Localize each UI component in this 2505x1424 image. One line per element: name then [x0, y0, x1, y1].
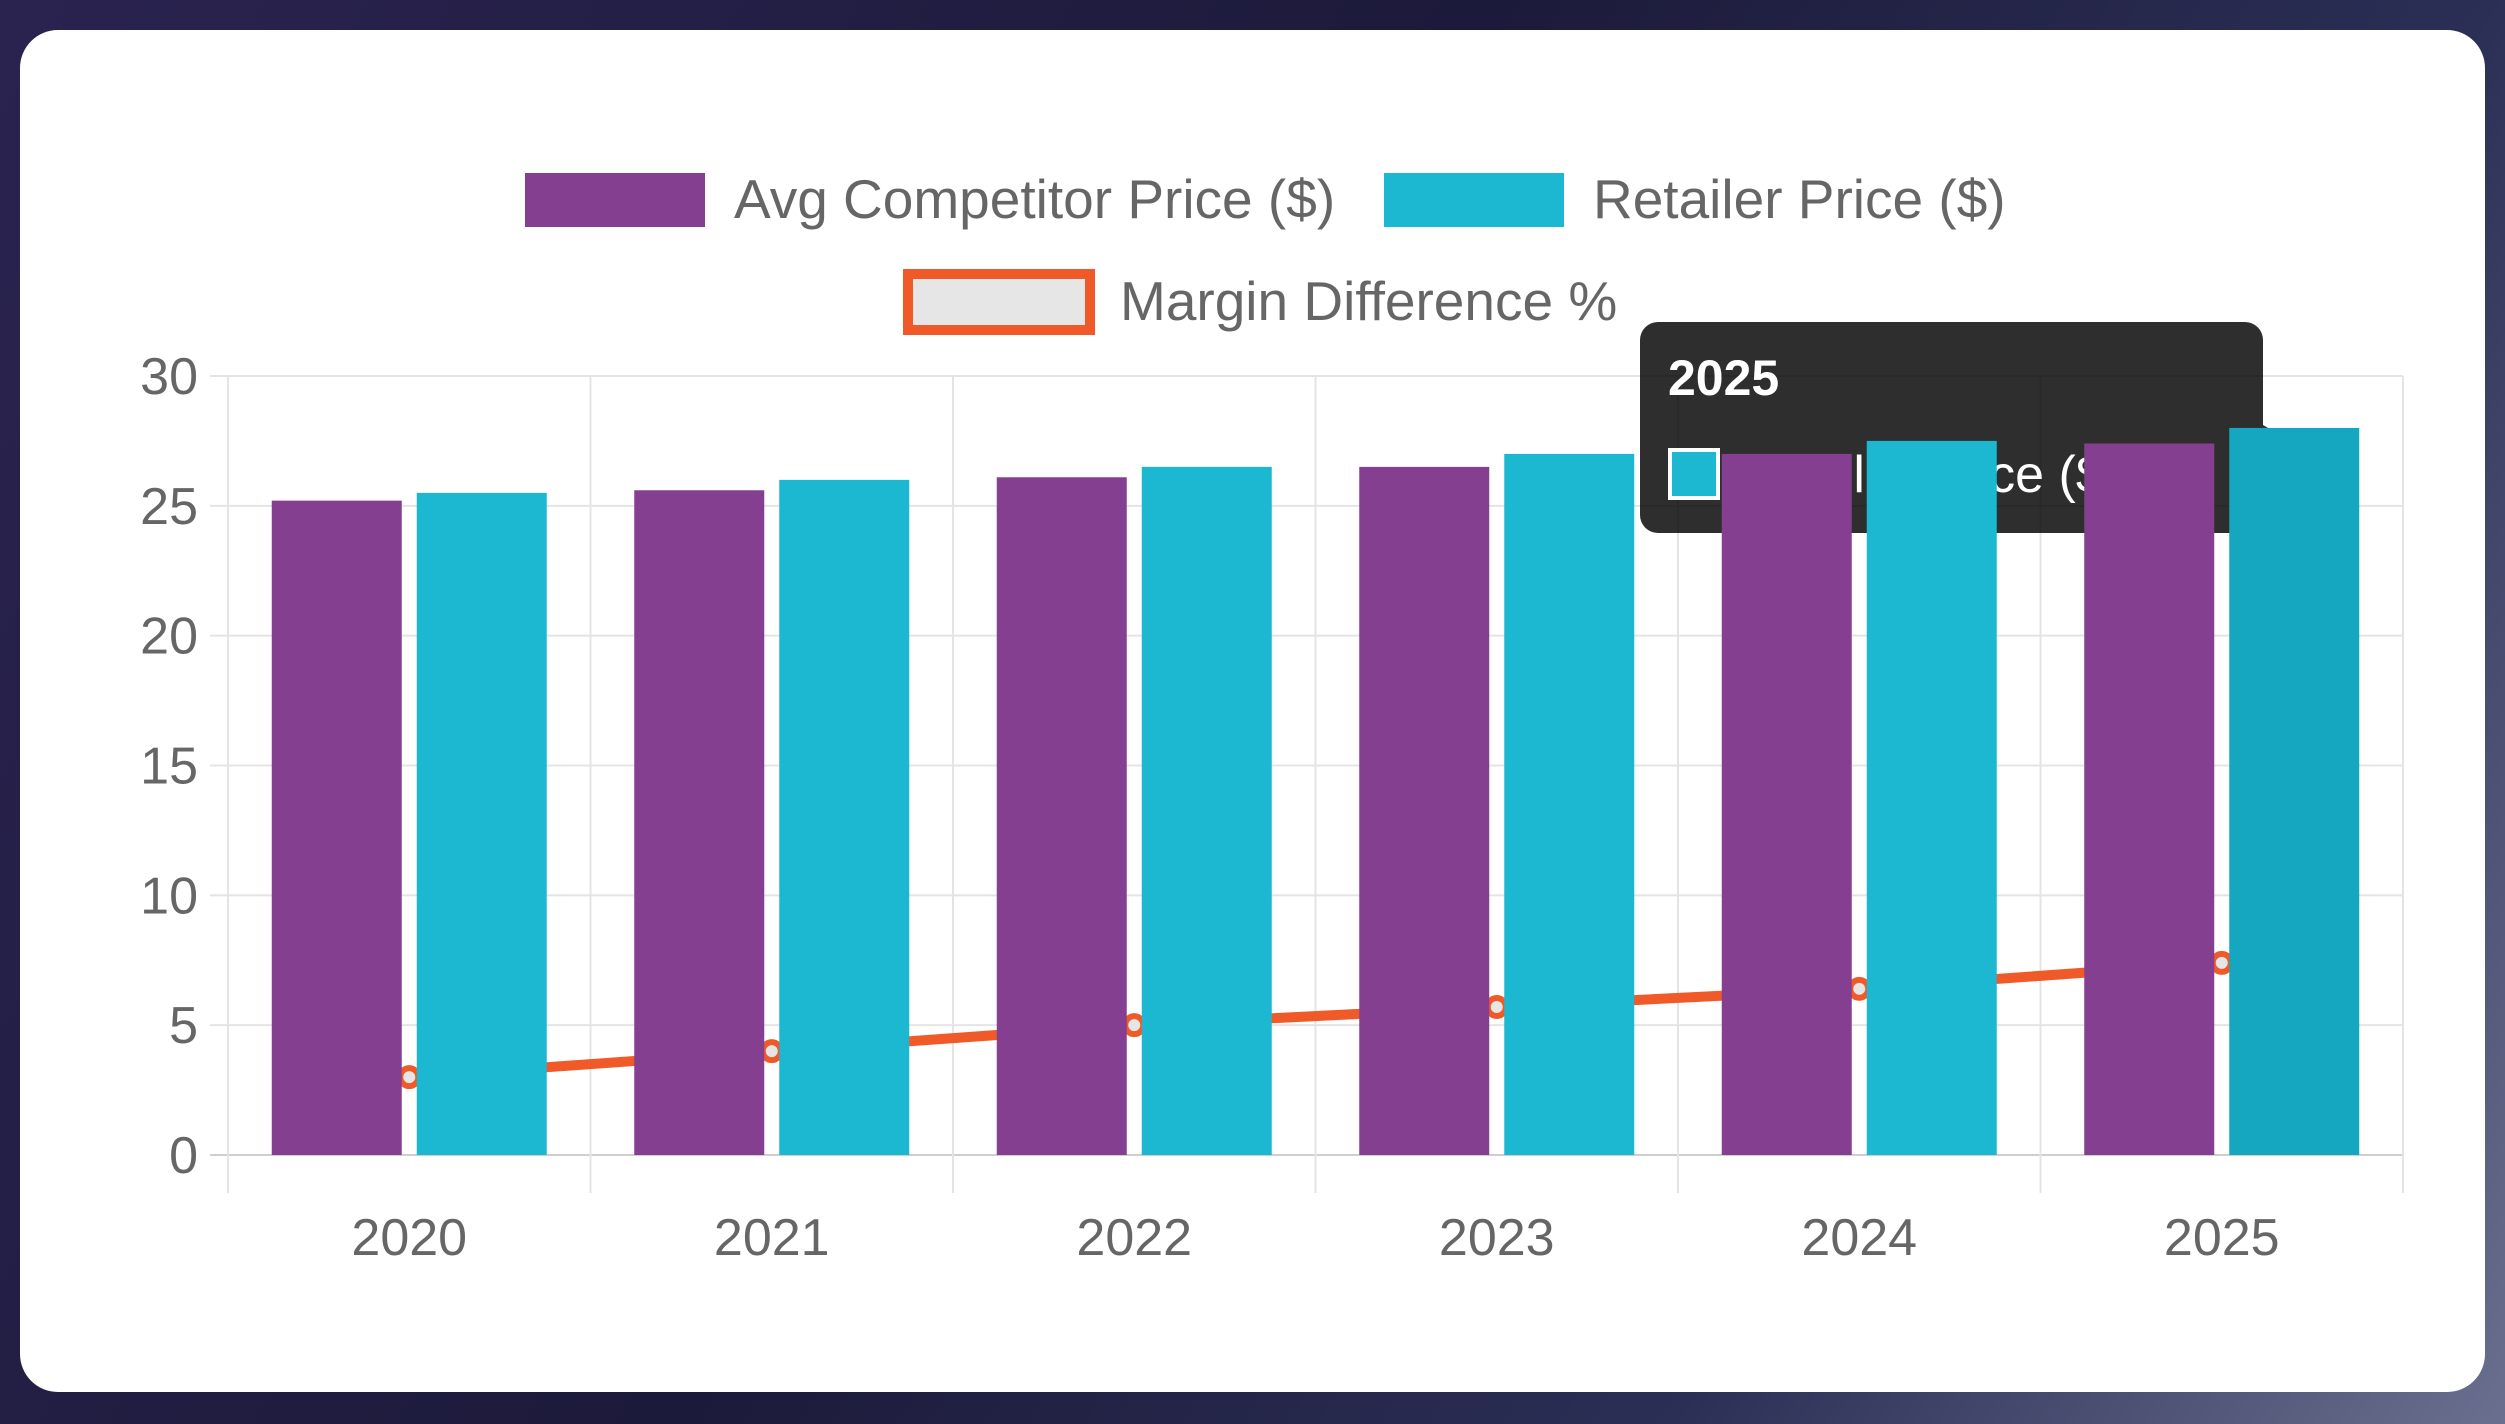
bar-retailer-2024[interactable] — [1866, 440, 1997, 1156]
legend-swatch-avg-competitor[interactable] — [523, 171, 707, 229]
bar-retailer-2020[interactable] — [416, 492, 547, 1156]
y-tick-label: 25 — [140, 478, 198, 536]
x-tick-label: 2025 — [2164, 1209, 2280, 1267]
bar-avg-competitor-2022[interactable] — [996, 477, 1127, 1155]
x-tick-label: 2021 — [714, 1209, 830, 1267]
y-tick-label: 5 — [169, 997, 198, 1055]
y-tick-label: 30 — [140, 348, 198, 406]
margin-point-2020[interactable] — [397, 1065, 422, 1090]
chart-card: Avg Competitor Price ($) Retailer Price (… — [20, 30, 2485, 1392]
margin-point-2025[interactable] — [2209, 950, 2234, 975]
x-tick-label: 2020 — [351, 1209, 467, 1267]
legend-swatch-margin[interactable] — [903, 269, 1095, 335]
tooltip-swatch — [1668, 448, 1720, 500]
x-tick-label: 2022 — [1076, 1209, 1192, 1267]
bar-avg-competitor-2024[interactable] — [1721, 453, 1852, 1155]
legend-label-margin[interactable]: Margin Difference % — [1120, 270, 1617, 332]
bar-retailer-2022[interactable] — [1141, 466, 1272, 1156]
bar-avg-competitor-2025[interactable] — [2084, 443, 2215, 1156]
x-tick-label: 2024 — [1801, 1209, 1917, 1267]
bar-retailer-2021[interactable] — [779, 479, 910, 1155]
bar-avg-competitor-2021[interactable] — [634, 490, 765, 1156]
x-tick-label: 2023 — [1439, 1209, 1555, 1267]
bar-retailer-2025[interactable] — [2229, 427, 2360, 1155]
bar-chart: Avg Competitor Price ($) Retailer Price (… — [140, 168, 2404, 1267]
y-tick-label: 0 — [169, 1127, 198, 1185]
tooltip-title: 2025 — [1668, 350, 1779, 406]
margin-point-2023[interactable] — [1484, 994, 1509, 1019]
margin-point-2021[interactable] — [759, 1039, 784, 1064]
y-tick-label: 20 — [140, 608, 198, 666]
legend-label-retailer[interactable]: Retailer Price ($) — [1593, 168, 2006, 230]
legend-swatch-retailer[interactable] — [1382, 171, 1566, 229]
margin-point-2022[interactable] — [1122, 1013, 1147, 1038]
y-tick-label: 10 — [140, 867, 198, 925]
bar-retailer-2023[interactable] — [1504, 453, 1635, 1155]
bar-avg-competitor-2023[interactable] — [1359, 466, 1490, 1156]
legend-label-avg-competitor[interactable]: Avg Competitor Price ($) — [734, 168, 1335, 230]
margin-point-2024[interactable] — [1847, 976, 1872, 1001]
bar-avg-competitor-2020[interactable] — [271, 500, 402, 1155]
y-tick-label: 15 — [140, 738, 198, 796]
